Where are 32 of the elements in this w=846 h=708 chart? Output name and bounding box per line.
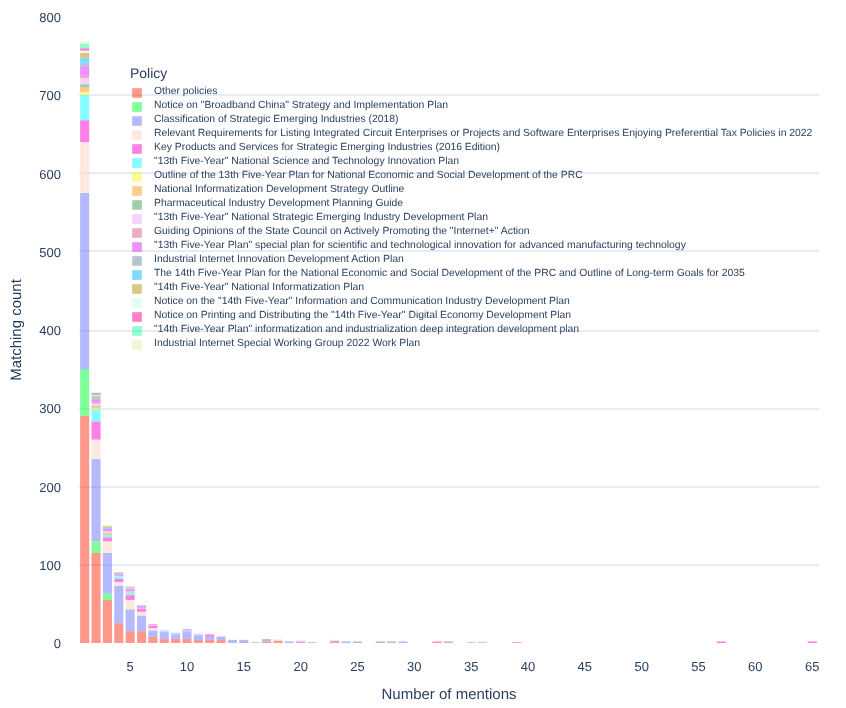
bar <box>91 459 101 542</box>
bar <box>114 623 124 643</box>
bar <box>91 421 101 440</box>
bar <box>125 631 135 643</box>
bar <box>102 593 112 600</box>
bar <box>80 78 90 85</box>
bar <box>159 632 169 640</box>
bar <box>91 553 101 643</box>
bar <box>182 631 192 640</box>
bar <box>80 87 90 93</box>
bar <box>171 634 181 640</box>
bar <box>102 541 112 554</box>
bar <box>148 630 158 637</box>
bar <box>125 609 135 632</box>
bar <box>80 142 90 194</box>
bar <box>91 409 101 422</box>
bar <box>80 95 90 121</box>
bar <box>136 631 147 643</box>
bar <box>91 439 101 460</box>
bar <box>80 66 90 76</box>
bar <box>102 599 112 643</box>
bar <box>114 585 124 624</box>
bar <box>80 416 90 643</box>
bar <box>80 369 90 417</box>
bar <box>125 599 135 610</box>
bar <box>80 52 90 58</box>
bar <box>136 615 147 632</box>
bar <box>148 636 158 643</box>
bar <box>91 541 101 554</box>
bar <box>80 120 90 143</box>
bar <box>80 193 90 370</box>
bar <box>102 553 112 594</box>
